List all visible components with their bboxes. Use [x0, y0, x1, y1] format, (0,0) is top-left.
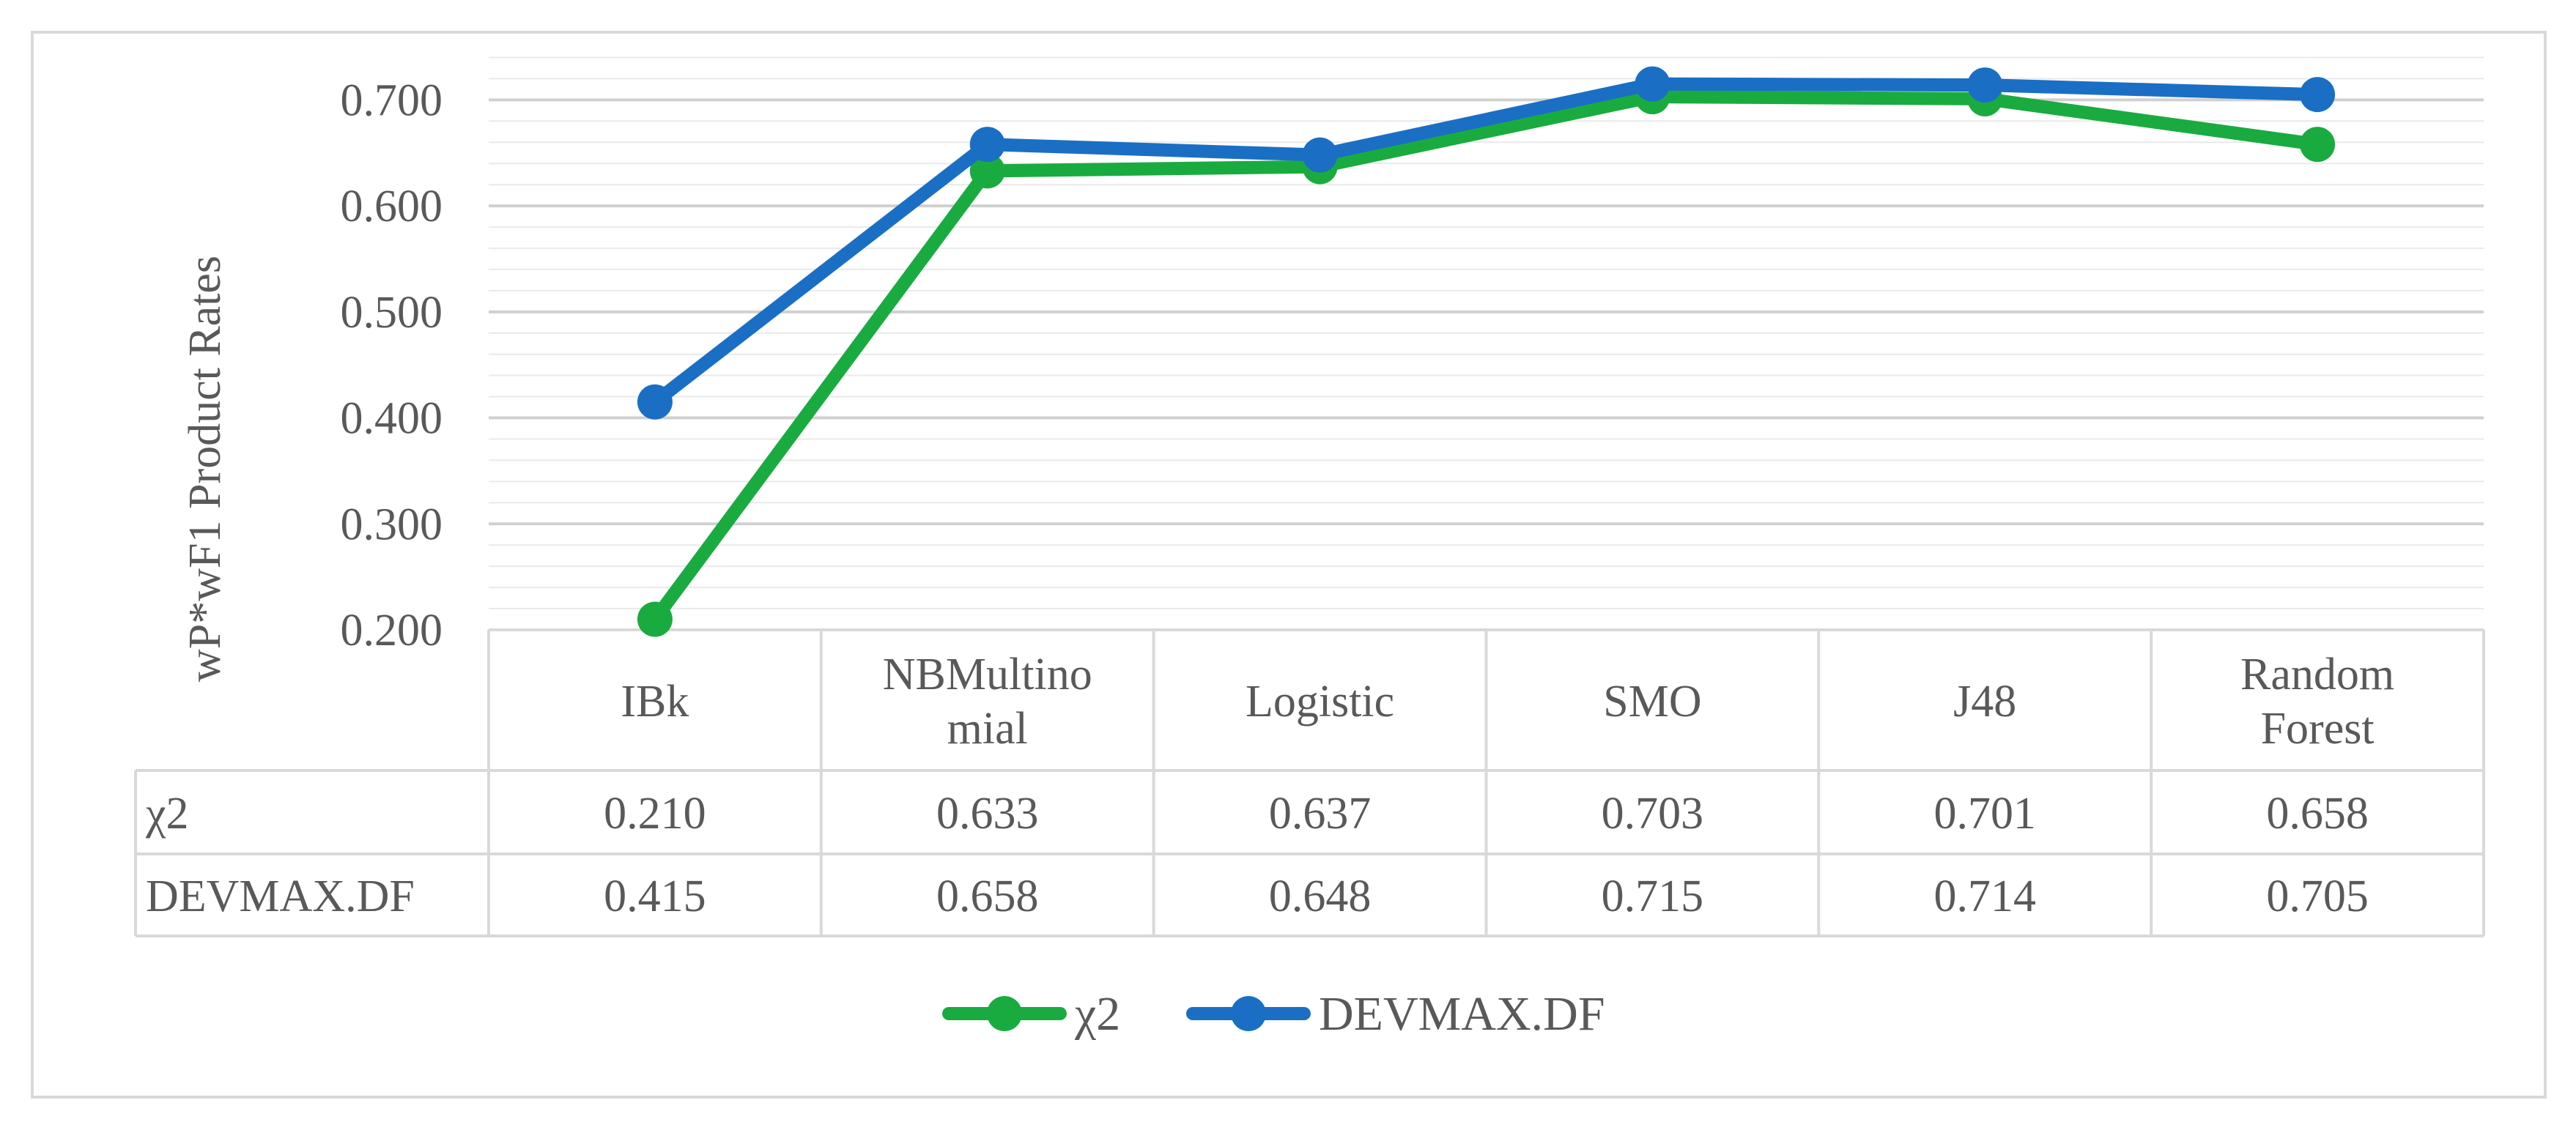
table-cell: 0.658 — [936, 872, 1039, 921]
data-point — [637, 601, 673, 637]
table-row-header: DEVMAX.DF — [146, 872, 415, 921]
table-cell: 0.658 — [2266, 789, 2369, 839]
data-point — [637, 384, 673, 420]
category-label: SMO — [1603, 677, 1701, 727]
y-axis-ticks: 0.200 0.300 0.400 0.500 0.600 0.700 — [341, 75, 443, 655]
table-cell: 0.703 — [1602, 789, 1704, 839]
series-line — [648, 77, 2325, 409]
legend-label: χ2 — [1074, 987, 1120, 1041]
table-cell: 0.210 — [604, 789, 706, 839]
category-label: IBk — [621, 677, 689, 727]
table-cell: 0.633 — [936, 789, 1039, 839]
chart-border — [31, 31, 2547, 1099]
table-cell: 0.637 — [1269, 789, 1372, 839]
category-label: J48 — [1953, 677, 2016, 727]
category-label: NBMultino — [883, 650, 1092, 699]
table-row-header: χ2 — [145, 789, 189, 839]
category-label: mial — [947, 704, 1028, 754]
y-tick-label: 0.600 — [341, 182, 443, 231]
legend-swatch-marker — [987, 996, 1022, 1031]
table-cell: 0.715 — [1602, 872, 1704, 921]
y-tick-label: 0.200 — [341, 606, 443, 655]
table-cell: 0.714 — [1934, 872, 2037, 921]
plot-series — [637, 66, 2336, 637]
table-cell: 0.648 — [1269, 872, 1372, 921]
data-point — [969, 153, 1005, 189]
data-point — [1302, 137, 1338, 173]
category-label: Random — [2240, 650, 2394, 699]
category-label: Logistic — [1246, 677, 1394, 727]
y-tick-label: 0.300 — [341, 499, 443, 549]
data-table: IBk NBMultino mial Logistic SMO J48 Random Fore… — [134, 628, 2485, 937]
data-point — [969, 127, 1005, 163]
data-point — [1635, 66, 1670, 102]
table-cell: 0.705 — [2266, 872, 2369, 921]
legend-swatch-marker — [1231, 996, 1266, 1031]
category-label: Forest — [2261, 704, 2375, 754]
legend: χ2 DEVMAX.DF — [942, 987, 1605, 1041]
data-point — [1967, 67, 2003, 103]
series-line — [648, 90, 2325, 626]
data-point — [2300, 127, 2336, 163]
legend-label: DEVMAX.DF — [1319, 987, 1605, 1041]
table-cell: 0.701 — [1934, 789, 2037, 839]
table-cell: 0.415 — [604, 872, 706, 921]
y-axis-label: wP*wF1 Product Rates — [180, 256, 230, 682]
y-tick-label: 0.700 — [341, 75, 443, 125]
y-tick-label: 0.500 — [341, 288, 443, 338]
data-point — [2300, 77, 2336, 113]
y-tick-label: 0.400 — [341, 394, 443, 444]
